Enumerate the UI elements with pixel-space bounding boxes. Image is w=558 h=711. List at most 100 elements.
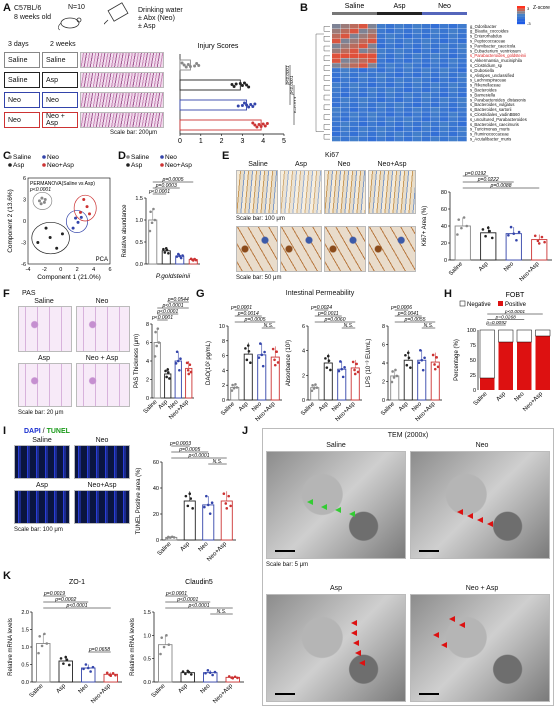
heatmap-cell — [359, 38, 368, 44]
dendrogram-branch — [323, 45, 330, 52]
data-point — [156, 327, 160, 330]
drink-label-3: ± Asp — [138, 23, 156, 30]
pca-label: PCA — [96, 257, 108, 263]
cluster-ellipse — [31, 221, 70, 255]
tunel-title: DAPI / TUNEL — [24, 428, 70, 435]
heatmap-cell — [395, 77, 404, 83]
heatmap-cell — [431, 24, 440, 29]
data-point — [391, 370, 394, 373]
group-right-1: Asp — [42, 72, 78, 88]
legend-swatch — [498, 301, 503, 306]
heatmap-cell — [359, 112, 368, 117]
data-point — [227, 675, 231, 678]
heatmap-cell — [449, 136, 458, 142]
heatmap-cell — [377, 43, 386, 49]
heatmap-cell — [395, 117, 404, 122]
data-point — [91, 665, 95, 669]
ns-label: N.S. — [344, 323, 354, 329]
data-point — [188, 363, 192, 366]
scalebar-j: Scale bar: 5 μm — [266, 562, 309, 568]
heatmap-cell — [449, 53, 458, 58]
data-point — [186, 504, 190, 508]
data-point — [165, 375, 168, 379]
x-tick-label: Asp — [478, 261, 490, 273]
data-point — [314, 383, 317, 386]
data-point — [168, 377, 171, 380]
heatmap-cell — [377, 68, 386, 73]
data-point — [162, 645, 166, 649]
tunel-image-neo — [74, 445, 130, 479]
data-point — [247, 85, 251, 89]
x-tick-label: Neo — [78, 683, 90, 695]
heatmap-cell — [404, 38, 413, 44]
bar-negative — [479, 329, 495, 379]
heatmap-cell — [386, 107, 395, 112]
heatmap-cell — [368, 53, 377, 58]
p-value-label: p=0.0060 — [324, 317, 346, 323]
heatmap-cell — [413, 112, 422, 117]
heatmap-group-bar — [332, 12, 377, 15]
data-point — [78, 210, 82, 214]
y-tick-label: 4 — [302, 349, 305, 355]
heatmap-cell — [386, 73, 395, 78]
legend-swatch — [459, 300, 466, 307]
heatmap-cell — [359, 68, 368, 73]
data-point — [257, 123, 261, 126]
heatmap-cell — [386, 63, 395, 68]
p-value-label: p=0.0088 — [490, 183, 512, 189]
pas-image-saline — [18, 306, 72, 352]
data-point — [232, 85, 236, 88]
heatmap-cell — [440, 82, 449, 88]
heatmap-cell — [395, 53, 404, 58]
heatmap-cell — [404, 48, 413, 54]
heatmap-cell — [350, 117, 359, 122]
data-point — [242, 101, 246, 105]
data-point — [175, 255, 179, 258]
taxon-label: s_Bacteroides — [470, 88, 497, 93]
heatmap-cell — [386, 48, 395, 54]
heatmap-cell — [440, 73, 449, 78]
heatmap-cell — [458, 102, 467, 107]
ki67-area-chart: 0 20 40 60 80 Saline Asp Neo Neo+Asp Ki67+ Area (… — [422, 171, 552, 283]
heatmap-cell — [404, 112, 413, 117]
taxon-label: s_Bacteroides_vulgatus — [470, 102, 514, 107]
heatmap-cell — [404, 68, 413, 73]
heatmap-cell — [386, 112, 395, 117]
y-tick-label: 0.5 — [21, 663, 29, 669]
heatmap-cell — [458, 48, 467, 54]
scalebar-i: Scale bar: 100 μm — [14, 527, 63, 533]
data-point — [231, 676, 235, 680]
legend-marker — [160, 163, 164, 167]
p-value-label: p<0.0001 — [188, 603, 210, 609]
data-point — [154, 330, 157, 334]
tunel-group-1: Neo — [95, 437, 109, 444]
data-point — [263, 350, 266, 354]
heatmap-cell — [368, 92, 377, 98]
p-value-label: p=0.0003 — [169, 441, 191, 447]
heatmap-cell — [422, 28, 431, 34]
y-tick-label: 6 — [382, 343, 385, 349]
bar — [270, 356, 280, 401]
data-point — [189, 370, 193, 374]
data-point — [153, 355, 157, 358]
heatmap-cell — [332, 87, 341, 93]
ns-label: N.S. — [424, 323, 434, 329]
heatmap-cell — [341, 77, 350, 83]
data-point — [187, 372, 191, 376]
heatmap-cell — [368, 122, 377, 127]
panel-label-j: J — [242, 425, 249, 437]
dendrogram-branch — [323, 75, 330, 81]
heatmap-cell — [332, 97, 341, 103]
group-left-2: Neo — [4, 92, 40, 108]
data-point — [181, 254, 184, 257]
heatmap-cell — [440, 112, 449, 117]
data-point — [189, 673, 193, 676]
heatmap-cell — [458, 58, 467, 63]
x-tick-label: 4 — [261, 138, 265, 145]
bar — [153, 342, 161, 399]
taxon-label: s_Alistipes_unclassified — [470, 73, 515, 78]
y-tick-label: 0 — [444, 258, 447, 264]
data-point — [86, 666, 90, 670]
heatmap-cell — [449, 43, 458, 49]
